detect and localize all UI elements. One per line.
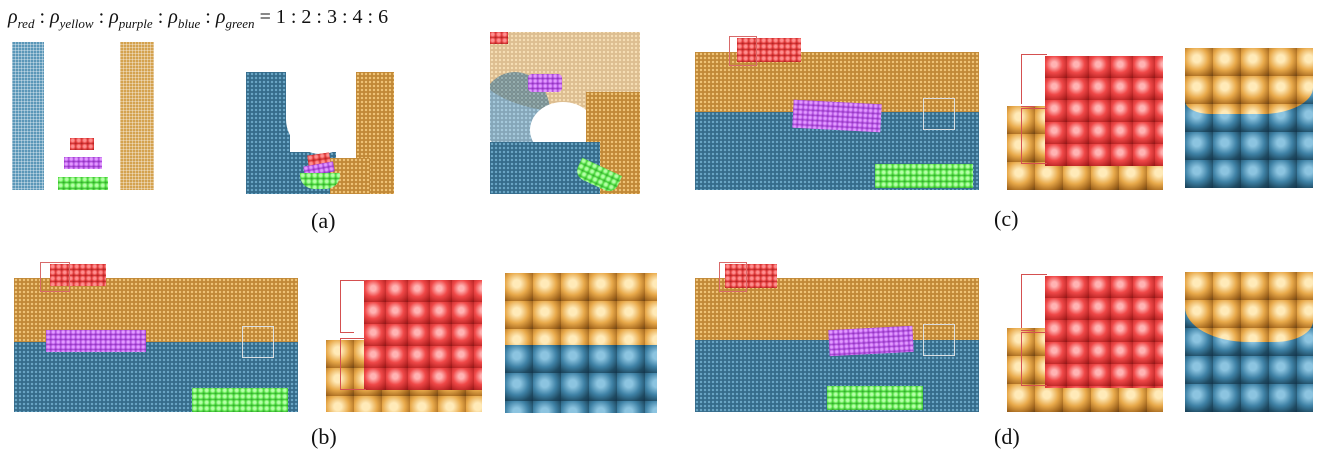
purple-block — [46, 330, 146, 352]
collapse-frame — [246, 72, 394, 194]
red-zoom-marker — [40, 262, 70, 292]
zoom-interface-c — [1185, 48, 1313, 188]
sub-yellow: yellow — [59, 16, 94, 31]
caption-b: (b) — [311, 424, 337, 449]
red-particles — [1045, 56, 1163, 166]
zoom-interface-d — [1185, 272, 1313, 412]
bracket-upper — [1021, 54, 1047, 104]
red-block — [737, 38, 801, 62]
purple-block — [64, 157, 102, 169]
scene-c — [695, 36, 979, 190]
blue-column — [12, 42, 44, 190]
purple-block — [828, 325, 914, 357]
interface-zoom-marker — [923, 98, 955, 130]
caption-a: (a) — [311, 208, 336, 233]
scene-b — [14, 262, 298, 412]
bracket-upper — [1021, 274, 1047, 328]
red-particles — [364, 280, 482, 390]
mixing-frame — [490, 32, 640, 194]
red-block — [70, 138, 94, 150]
bracket-lower — [340, 338, 366, 390]
zoom-red-b — [326, 280, 482, 412]
red-block — [50, 264, 106, 286]
zoom-red-d — [1007, 274, 1163, 412]
bracket-lower — [1021, 332, 1047, 386]
density-ratio-equation: ρred : ρyellow : ρpurple : ρblue : ρgree… — [8, 6, 389, 31]
purple-block-mixing — [528, 74, 562, 92]
purple-block — [792, 99, 882, 133]
sub-blue: blue — [177, 16, 201, 31]
bracket-lower — [1021, 108, 1047, 164]
sub-red: red — [17, 16, 35, 31]
sub-purple: purple — [118, 16, 153, 31]
zoom-red-c — [1007, 54, 1163, 190]
sub-green: green — [225, 16, 255, 31]
zoom-interface-b — [505, 273, 657, 413]
red-block — [725, 264, 777, 288]
caption-c: (c) — [994, 206, 1019, 231]
green-block — [192, 388, 288, 412]
bracket-upper — [340, 280, 366, 332]
blue-layer — [14, 342, 298, 412]
red-particles — [1045, 276, 1163, 388]
green-block-sinking — [300, 173, 340, 189]
scene-d — [695, 262, 979, 412]
interface-zoom-marker — [923, 324, 955, 356]
red-zoom-marker — [719, 262, 747, 292]
red-block-flying — [490, 32, 508, 44]
caption-d: (d) — [994, 424, 1020, 449]
green-block — [875, 164, 973, 188]
green-block — [58, 177, 108, 190]
green-block — [827, 386, 923, 410]
interface-zoom-marker — [242, 326, 274, 358]
red-zoom-marker — [729, 36, 757, 66]
yellow-column — [120, 42, 154, 190]
